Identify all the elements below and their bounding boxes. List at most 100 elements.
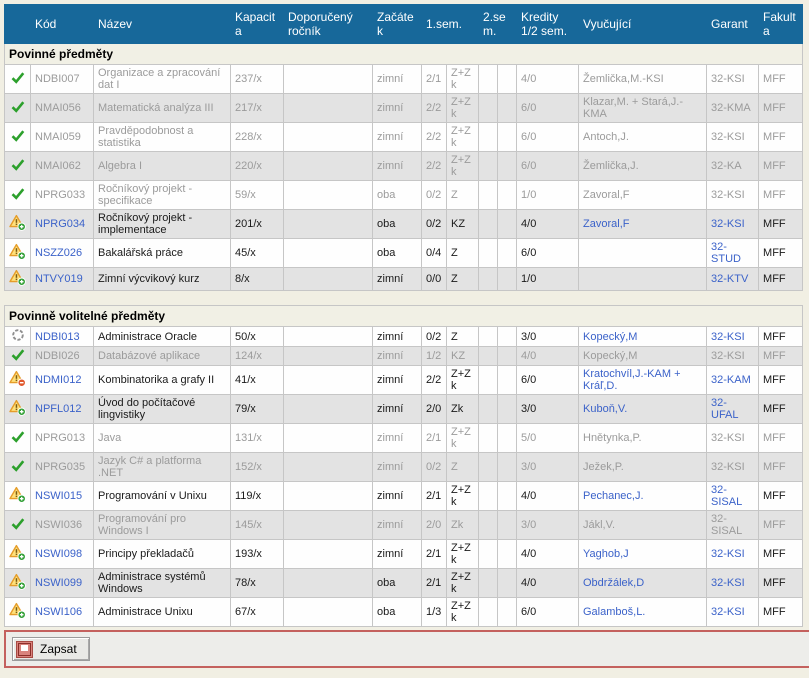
- teacher[interactable]: Zavoral,F: [583, 218, 630, 230]
- table-row: NSWI098 Principy překladačů 193/x zimní 2/1 Z…: [4, 539, 804, 569]
- sem1-exam: Z+Zk: [451, 154, 471, 178]
- course-code[interactable]: NSWI099: [35, 577, 83, 589]
- table-row: NSZZ026 Bakalářská práce 45/x oba 0/4 Z 6/0 32-…: [4, 238, 804, 268]
- course-name: Úvod do počítačové lingvistiky: [98, 397, 196, 421]
- sem1-exam: Z+Zk: [451, 484, 471, 508]
- recommended-year-cell: [283, 209, 373, 239]
- section-title-row: Povinně volitelné předměty: [3, 305, 804, 327]
- teacher[interactable]: Kopecký,M: [583, 330, 638, 343]
- course-code-cell: NDBI026: [30, 346, 94, 366]
- semester-start-cell: zimní: [372, 539, 422, 569]
- header-credits: Kredity 1/2 sem.: [516, 4, 580, 44]
- capacity-cell: 8/x: [230, 267, 284, 291]
- course-code[interactable]: NPRG034: [35, 218, 86, 230]
- capacity-cell: 78/x: [230, 568, 284, 598]
- status-cell: [4, 151, 31, 181]
- guarantor[interactable]: 32-UFAL: [711, 397, 739, 421]
- course-code-cell: NDBI007: [30, 64, 94, 94]
- capacity: 50/x: [235, 330, 256, 343]
- course-code[interactable]: NSWI015: [35, 490, 83, 502]
- credits-cell: 6/0: [516, 238, 580, 268]
- zapsat-button[interactable]: Zapsat: [12, 637, 90, 661]
- sem2-exam-cell: [497, 122, 518, 152]
- guarantor[interactable]: 32-KSI: [711, 606, 745, 618]
- teacher-cell: Zavoral,F: [578, 209, 708, 239]
- semester-start: zimní: [377, 461, 404, 473]
- guarantor[interactable]: 32-KSI: [711, 548, 745, 560]
- semester-start: zimní: [377, 102, 404, 114]
- credits: 4/0: [521, 577, 537, 589]
- course-code[interactable]: NSZZ026: [35, 247, 83, 259]
- course-code: NMAI056: [35, 102, 81, 114]
- course-name-cell: Administrace systémů Windows: [93, 568, 231, 598]
- teacher[interactable]: Kratochvíl,J.-KAM + Kráľ,D.: [583, 368, 681, 392]
- status-cell: [4, 238, 31, 268]
- sem1-hours: 0/2: [426, 461, 442, 473]
- faculty-cell: MFF: [758, 238, 804, 268]
- course-name: Zimní výcvikový kurz: [98, 273, 200, 285]
- semester-start-cell: oba: [372, 209, 422, 239]
- guarantor-cell: 32-STUD: [706, 238, 760, 268]
- course-code[interactable]: NTVY019: [35, 273, 83, 285]
- status-cell: [4, 180, 31, 210]
- status-cell: [4, 539, 31, 569]
- guarantor[interactable]: 32-SISAL: [711, 484, 743, 508]
- course-code[interactable]: NSWI106: [35, 606, 83, 618]
- course-name-cell: Matematická analýza III: [93, 93, 231, 123]
- guarantor[interactable]: 32-STUD: [711, 241, 741, 265]
- semester-start: zimní: [377, 519, 404, 531]
- semester-start-cell: oba: [372, 568, 422, 598]
- guarantor[interactable]: 32-KSI: [711, 577, 745, 589]
- course-code[interactable]: NDMI012: [35, 374, 82, 386]
- status-cell: [4, 346, 31, 366]
- guarantor-cell: 32-KSI: [706, 209, 760, 239]
- teacher[interactable]: Galamboš,L.: [583, 606, 646, 618]
- teacher[interactable]: Pechanec,J.: [583, 490, 644, 502]
- teacher: Žemlička,J.: [583, 160, 639, 172]
- faculty: MFF: [763, 330, 786, 343]
- sem2-exam-cell: [497, 267, 518, 291]
- capacity: 237/x: [235, 73, 262, 85]
- guarantor[interactable]: 32-KSI: [711, 330, 745, 343]
- teacher[interactable]: Kuboň,V.: [583, 403, 628, 415]
- faculty-cell: MFF: [758, 151, 804, 181]
- guarantor[interactable]: 32-KAM: [711, 374, 751, 386]
- table-row: NMAI059 Pravděpodobnost a statistika 228/x…: [4, 122, 804, 152]
- course-name-cell: Jazyk C# a platforma .NET: [93, 452, 231, 482]
- faculty: MFF: [763, 160, 786, 172]
- header-name: Název: [93, 4, 231, 44]
- semester-start-cell: zimní: [372, 423, 422, 453]
- course-name-cell: Java: [93, 423, 231, 453]
- course-code[interactable]: NPFL012: [35, 403, 82, 415]
- guarantor[interactable]: 32-KTV: [711, 273, 749, 285]
- teacher[interactable]: Obdržálek,D: [583, 577, 645, 589]
- teacher[interactable]: Yaghob,J: [583, 548, 629, 560]
- course-code: NDBI007: [35, 73, 80, 85]
- course-code[interactable]: NDBI013: [35, 330, 80, 343]
- header-capacity: Kapacita: [230, 4, 284, 44]
- sem1-exam-cell: Z+Zk: [446, 539, 479, 569]
- course-name-cell: Databázové aplikace: [93, 346, 231, 366]
- recommended-year-cell: [283, 93, 373, 123]
- guarantor-cell: 32-SISAL: [706, 510, 759, 540]
- guarantor[interactable]: 32-KSI: [711, 218, 745, 230]
- guarantor-cell: 32-KAM: [706, 365, 759, 395]
- table-row: NPRG035 Jazyk C# a platforma .NET 152/x zim…: [4, 452, 804, 482]
- faculty: MFF: [763, 131, 786, 143]
- capacity-cell: 131/x: [230, 423, 284, 453]
- faculty: MFF: [763, 189, 786, 201]
- semester-start-cell: zimní: [372, 481, 422, 511]
- sem1-hours: 0/2: [426, 330, 442, 343]
- sem2-hours-cell: [478, 539, 498, 569]
- teacher: Antoch,J.: [583, 131, 629, 143]
- sem1-hours: 2/1: [426, 73, 442, 85]
- sem1-hours-cell: 0/0: [421, 267, 447, 291]
- credits: 6/0: [521, 606, 537, 618]
- course-code[interactable]: NSWI098: [35, 548, 83, 560]
- capacity-cell: 220/x: [230, 151, 284, 181]
- teacher: Zavoral,F: [583, 189, 630, 201]
- warn-add-icon: [9, 486, 26, 503]
- guarantor-cell: 32-KSI: [706, 539, 759, 569]
- sem2-hours-cell: [478, 122, 499, 152]
- course-code-cell: NMAI062: [30, 151, 94, 181]
